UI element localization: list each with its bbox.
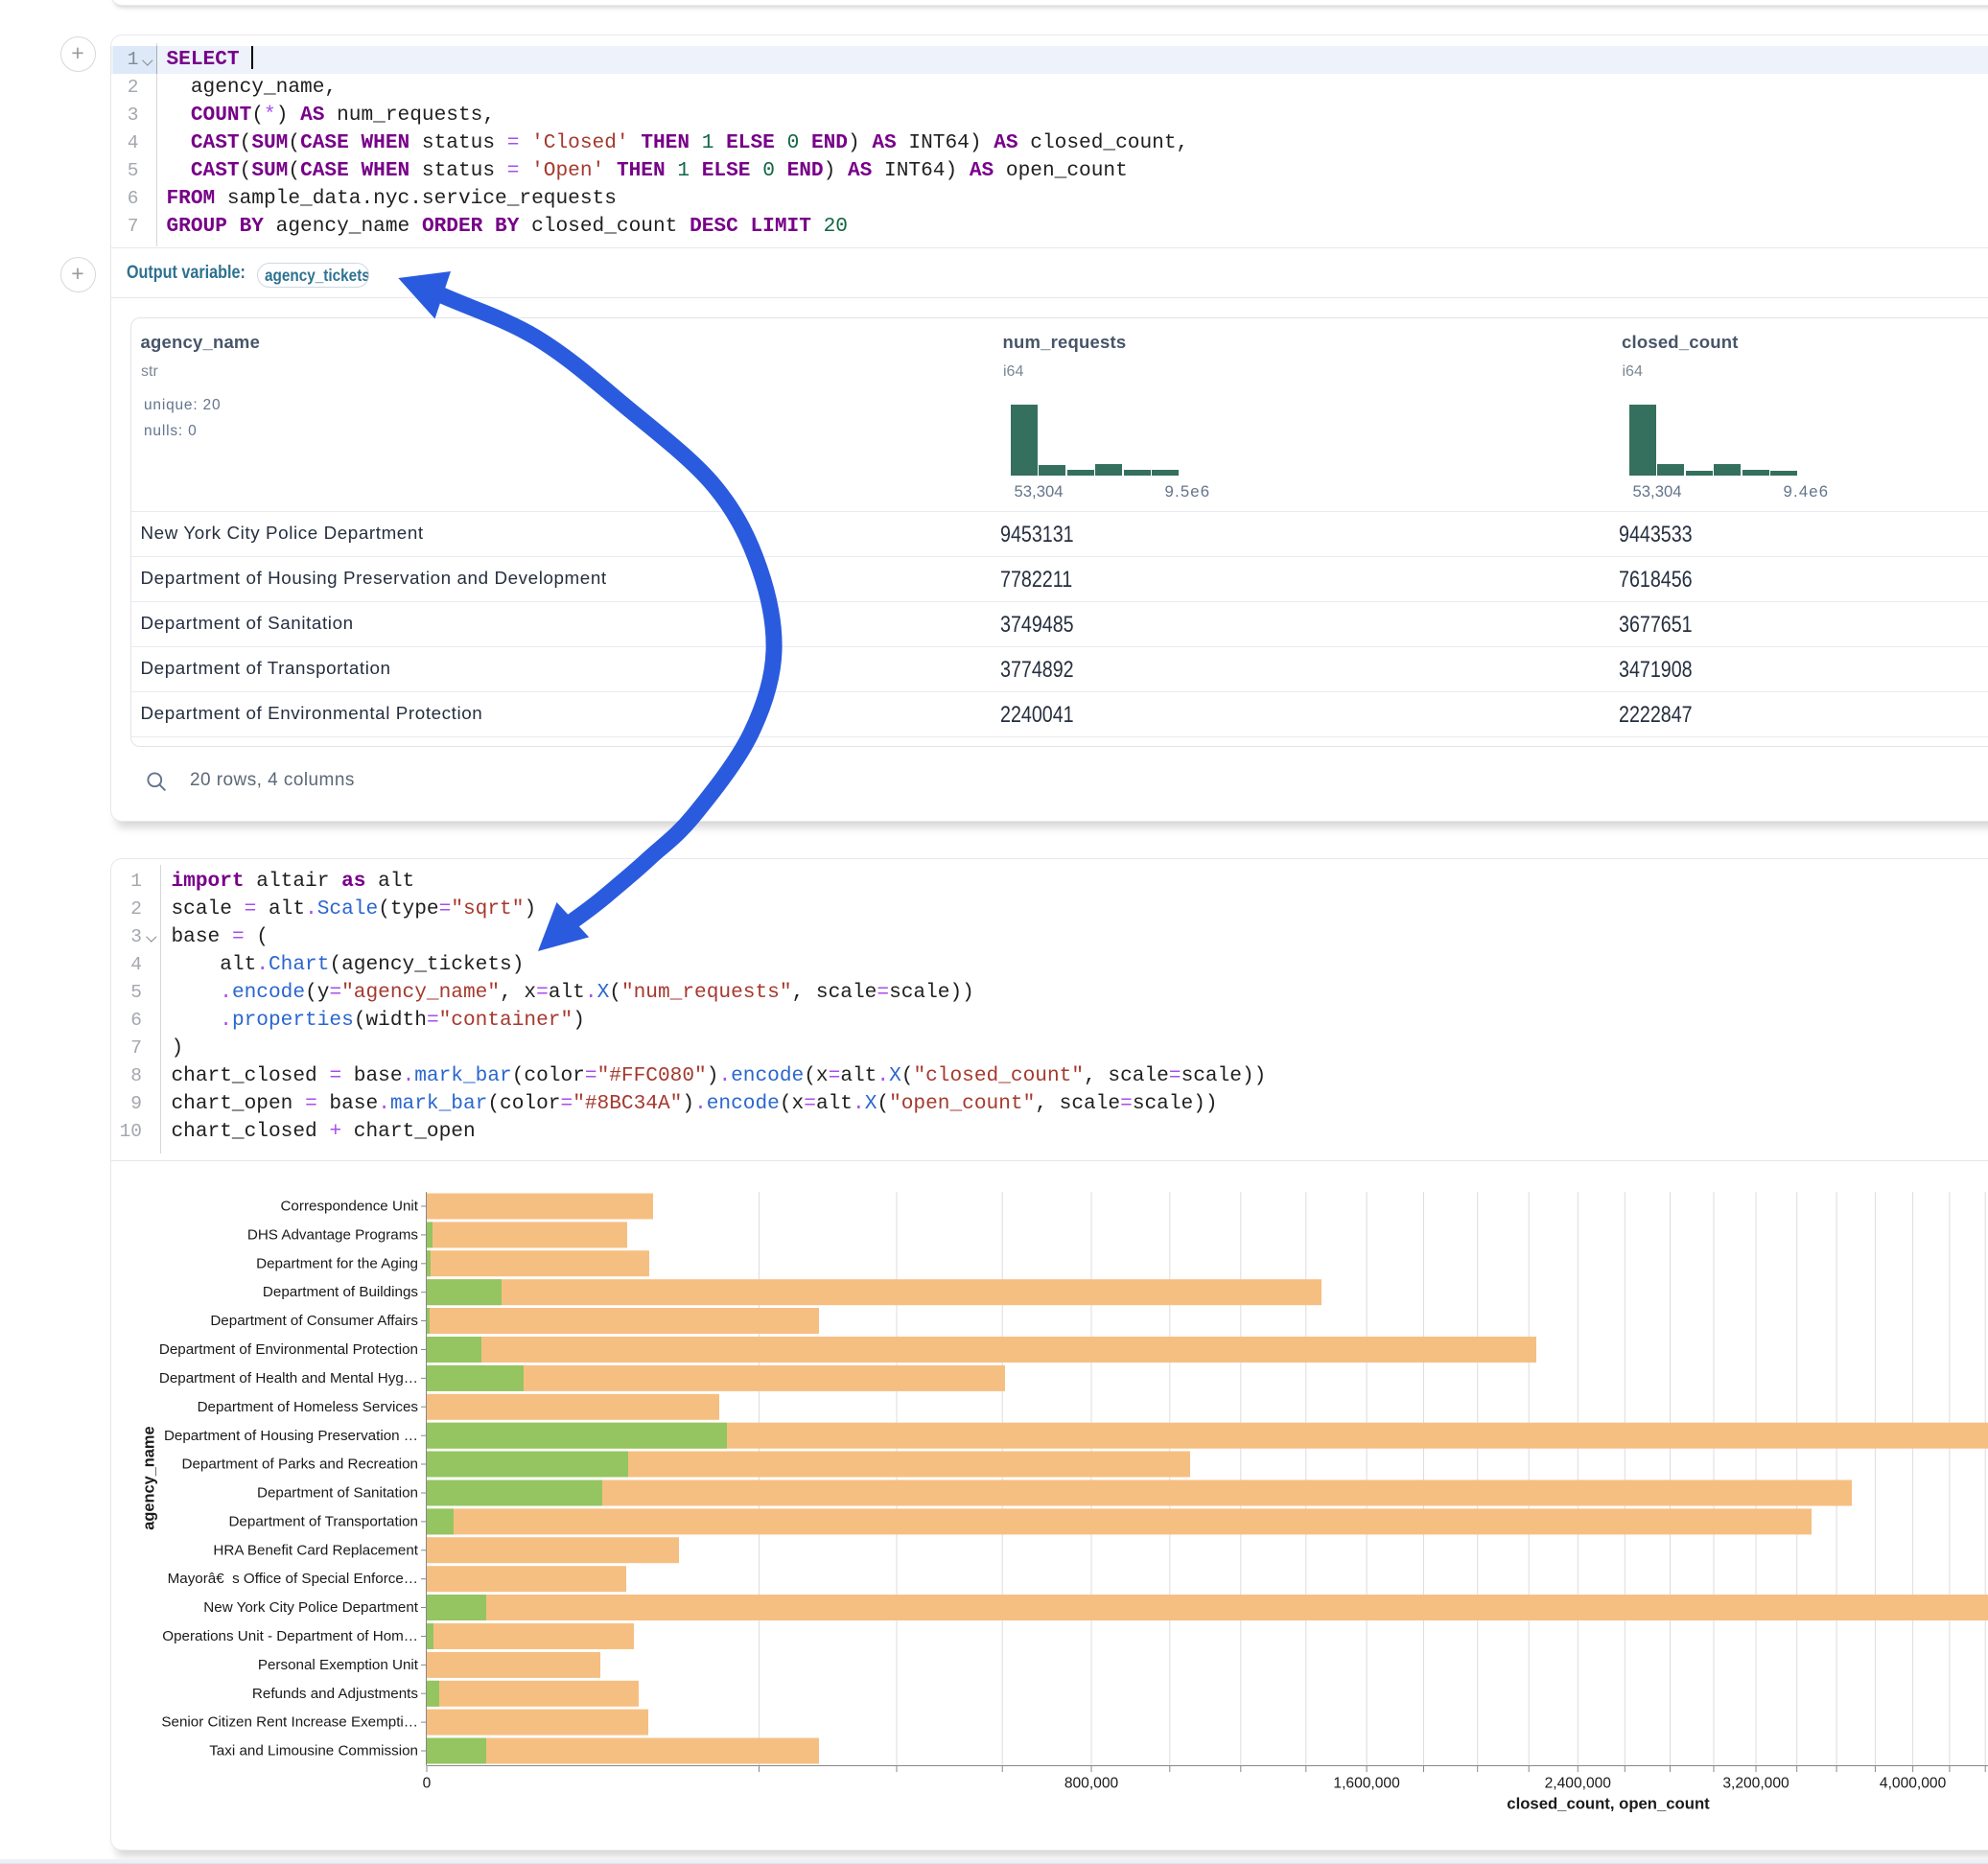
- svg-text:800,000: 800,000: [1064, 1776, 1119, 1792]
- svg-text:Department of Parks and Recrea: Department of Parks and Recreation: [181, 1456, 418, 1473]
- svg-text:Department of Health and Menta: Department of Health and Mental Hyg…: [159, 1370, 418, 1386]
- svg-text:Department of Homeless Service: Department of Homeless Services: [198, 1399, 419, 1415]
- svg-text:Mayorâ€ s Office of Special E: Mayorâ€ s Office of Special Enforce…: [168, 1571, 418, 1587]
- svg-text:Department of Housing Preserva: Department of Housing Preservation …: [164, 1428, 418, 1444]
- svg-text:Department of Consumer Affairs: Department of Consumer Affairs: [210, 1313, 418, 1329]
- svg-text:Taxi and Limousine Commission: Taxi and Limousine Commission: [209, 1743, 418, 1759]
- svg-text:agency_name: agency_name: [141, 1426, 158, 1529]
- svg-text:Department of Transportation: Department of Transportation: [228, 1514, 418, 1530]
- svg-text:Operations Unit - Department o: Operations Unit - Department of Hom…: [162, 1628, 418, 1644]
- svg-text:3,200,000: 3,200,000: [1722, 1776, 1789, 1792]
- svg-text:HRA Benefit Card Replacement: HRA Benefit Card Replacement: [213, 1542, 418, 1558]
- svg-text:2,400,000: 2,400,000: [1545, 1776, 1612, 1792]
- svg-text:Refunds and Adjustments: Refunds and Adjustments: [252, 1686, 418, 1702]
- svg-text:Department of Environmental Pr: Department of Environmental Protection: [159, 1341, 418, 1358]
- svg-text:New York City Police Departmen: New York City Police Department: [203, 1599, 418, 1616]
- svg-text:closed_count, open_count: closed_count, open_count: [1507, 1794, 1710, 1812]
- svg-text:DHS Advantage Programs: DHS Advantage Programs: [247, 1227, 419, 1244]
- svg-text:Department of Buildings: Department of Buildings: [263, 1284, 418, 1300]
- svg-text:Senior Citizen Rent Increase E: Senior Citizen Rent Increase Exempti…: [161, 1714, 418, 1731]
- svg-text:Department of Sanitation: Department of Sanitation: [257, 1485, 418, 1502]
- svg-text:4,000,000: 4,000,000: [1880, 1776, 1947, 1792]
- svg-text:Department for the Aging: Department for the Aging: [256, 1255, 418, 1271]
- svg-text:Correspondence Unit: Correspondence Unit: [280, 1199, 418, 1215]
- svg-text:Personal Exemption Unit: Personal Exemption Unit: [258, 1657, 419, 1673]
- svg-text:0: 0: [423, 1776, 432, 1792]
- svg-text:1,600,000: 1,600,000: [1333, 1776, 1400, 1792]
